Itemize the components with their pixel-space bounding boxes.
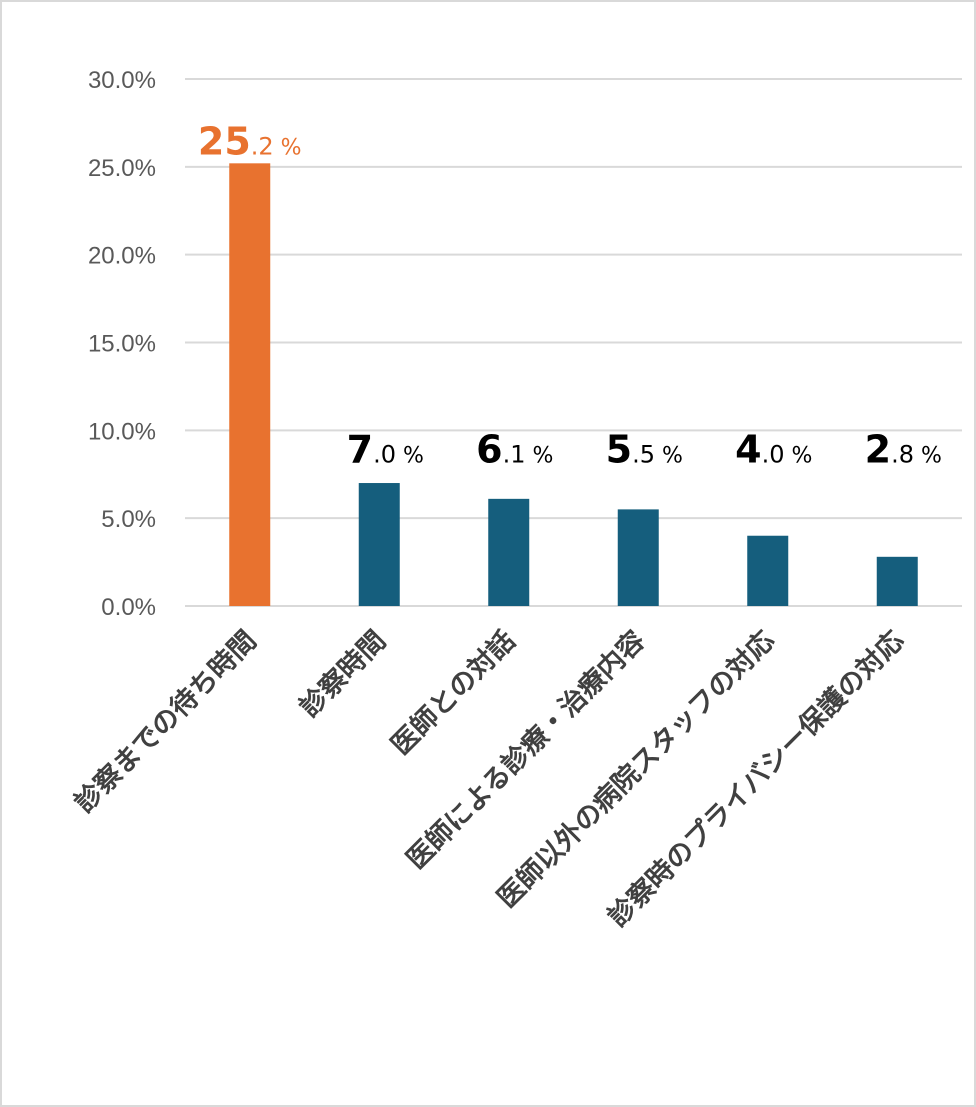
bar — [617, 509, 659, 606]
category-labels: 診察までの待ち時間 診察時間医師との対話医師による診療・治療内容医師以外の病院スタ… — [68, 624, 910, 933]
y-tick-label: 10.0% — [88, 418, 156, 445]
bars — [229, 163, 918, 606]
category-label: 診察までの待ち時間 — [68, 624, 262, 818]
data-label: 6.1 % — [476, 427, 553, 471]
gridlines — [185, 78, 962, 607]
bar — [747, 535, 789, 606]
data-labels: 25.2 % 7.0 % 6.1 % 5.5 % 4.0 % 2.8 % — [198, 119, 942, 471]
y-tick-label: 15.0% — [88, 331, 156, 358]
y-tick-label: 0.0% — [101, 594, 156, 621]
category-label: 医師との対話 — [385, 624, 522, 761]
data-label: 25.2 % — [198, 119, 302, 163]
bar — [358, 483, 400, 606]
y-tick-label: 20.0% — [88, 243, 156, 270]
y-axis-tick-labels: 0.0% 5.0% 10.0% 15.0% 20.0% 25.0% 30.0% — [88, 67, 156, 621]
category-label: 医師による診療・治療内容 — [400, 624, 651, 875]
data-label: 4.0 % — [735, 427, 812, 471]
data-label: 7.0 % — [347, 427, 424, 471]
bar — [876, 556, 918, 606]
bar — [488, 498, 530, 606]
category-label: 診察時間 — [293, 624, 392, 723]
data-label: 2.8 % — [865, 427, 942, 471]
category-label: 医師以外の病院スタッフの対応 — [491, 624, 781, 914]
y-tick-label: 30.0% — [88, 67, 156, 94]
y-tick-label: 5.0% — [101, 506, 156, 533]
y-tick-label: 25.0% — [88, 155, 156, 182]
data-label: 5.5 % — [606, 427, 683, 471]
bar — [229, 163, 271, 606]
